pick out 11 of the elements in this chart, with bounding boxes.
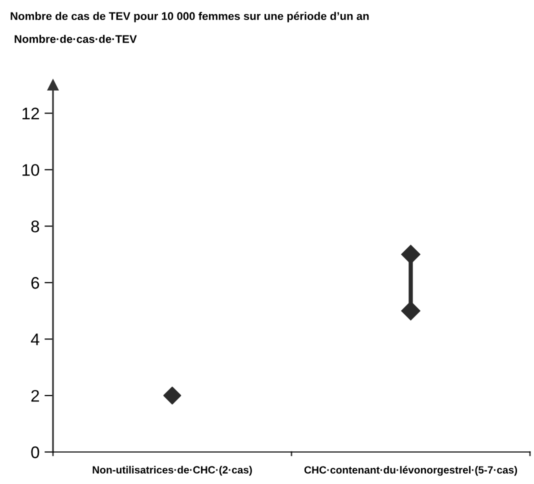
x-tick-label: CHC·contenant·du·lévonorgestrel·(5-7·cas)	[304, 466, 518, 476]
y-tick-label: 8	[31, 220, 40, 232]
y-axis-title: Nombre·de·cas·de·TEV	[14, 34, 137, 43]
y-tick-label: 10	[22, 164, 40, 176]
x-tick-label: Non-utilisatrices·de·CHC·(2·cas)	[92, 466, 252, 476]
y-tick-label: 6	[31, 277, 40, 289]
y-tick-label: 4	[30, 334, 40, 346]
y-tick-label: 12	[22, 108, 39, 120]
chart-title: Nombre de cas de TEV pour 10 000 femmes sur une période d’un an	[10, 12, 369, 22]
y-tick-label: 2	[31, 390, 39, 402]
y-tick-label: 0	[31, 446, 40, 458]
